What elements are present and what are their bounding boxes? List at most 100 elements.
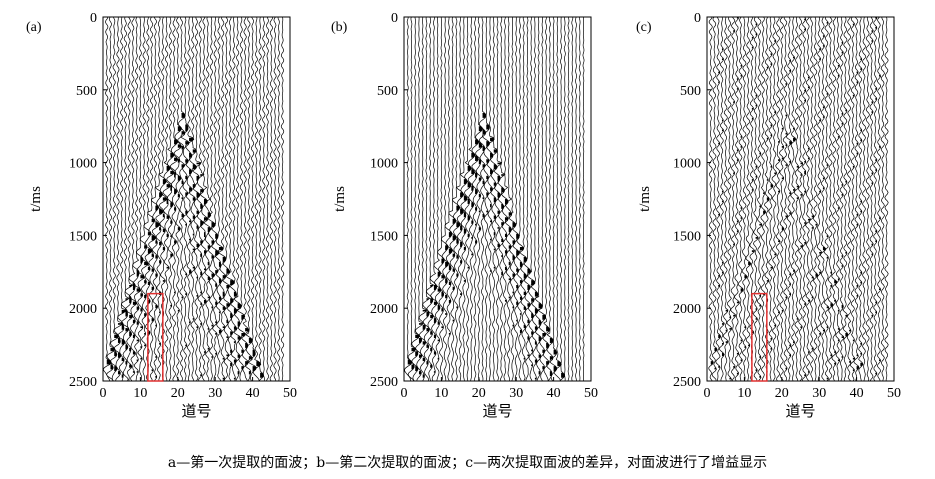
trace-fill [411, 347, 416, 352]
trace-fill [553, 349, 557, 355]
trace-fill [871, 243, 874, 246]
trace-fill [822, 329, 825, 332]
trace-45 [269, 17, 273, 381]
trace-fill [770, 165, 773, 168]
y-tick-label: 0 [391, 11, 398, 26]
trace-44 [567, 17, 570, 381]
trace-fill [460, 208, 464, 214]
trace-fill [159, 311, 161, 314]
trace-fill [781, 146, 784, 148]
trace-fill [837, 74, 840, 77]
trace-fill [523, 324, 526, 329]
plot-frame [706, 16, 895, 382]
trace-fill [136, 371, 139, 373]
trace-fill [463, 246, 466, 251]
trace-fill [830, 271, 832, 274]
trace-fill [523, 291, 526, 295]
trace-fill [200, 253, 202, 257]
trace-fill [744, 275, 748, 279]
trace-fill [490, 203, 492, 208]
trace-fill [740, 207, 743, 209]
trace-fill [721, 200, 724, 203]
trace-fill [140, 326, 143, 329]
trace-fill [456, 222, 460, 228]
trace-fill [200, 303, 203, 305]
trace-fill [207, 347, 210, 350]
trace-fill [490, 270, 492, 272]
trace-fill [811, 227, 814, 229]
trace-fill [804, 170, 806, 175]
trace-fill [170, 304, 172, 307]
x-tick-label: 0 [704, 386, 711, 401]
trace-fill [433, 285, 437, 290]
trace-fill [136, 321, 139, 325]
trace-fill [860, 200, 862, 203]
trace-fill [763, 192, 765, 195]
trace-fill [211, 306, 213, 309]
trace-48 [884, 17, 889, 381]
trace-fill [845, 180, 847, 183]
trace-7 [730, 17, 736, 381]
trace-fill [185, 223, 187, 226]
trace-fill [819, 119, 821, 122]
y-tick-label: 1500 [69, 229, 97, 244]
trace-fill [203, 268, 206, 271]
trace-fill [751, 46, 754, 49]
trace-34 [831, 17, 838, 381]
trace-fill [845, 314, 848, 317]
trace-fill [721, 129, 724, 132]
trace-fill [170, 235, 172, 238]
trace-fill [140, 308, 143, 312]
trace-fill [781, 157, 784, 160]
trace-fill [166, 215, 170, 219]
trace-fill [830, 354, 833, 357]
trace-fill [248, 356, 253, 360]
trace-9 [737, 17, 744, 381]
trace-fill [774, 324, 776, 327]
trace-fill [755, 94, 758, 97]
trace-fill [433, 334, 436, 338]
trace-fill [785, 132, 788, 135]
trace-fill [815, 273, 818, 277]
trace-fill [504, 299, 507, 302]
wiggle-traces [103, 17, 285, 381]
trace-39 [850, 17, 856, 381]
trace-fill [140, 293, 143, 297]
trace-fill [718, 142, 720, 145]
trace-fill [155, 222, 160, 228]
trace-fill [136, 339, 140, 342]
trace-fill [445, 245, 449, 251]
trace-34 [225, 17, 235, 381]
trace-fill [478, 177, 482, 181]
trace-26 [196, 17, 205, 381]
trace-20 [475, 17, 483, 381]
trace-47 [880, 17, 885, 381]
trace-fill [211, 324, 214, 327]
trace-fill [826, 326, 829, 329]
trace-fill [841, 265, 844, 267]
trace-fill [170, 170, 175, 175]
trace-fill [800, 245, 803, 247]
trace-fill [841, 356, 843, 358]
trace-fill [789, 192, 791, 195]
trace-17 [767, 17, 774, 381]
trace-fill [718, 71, 720, 74]
trace-fill [170, 253, 173, 257]
trace-fill [490, 220, 492, 223]
wiggle-traces [404, 17, 585, 381]
trace-fill [733, 101, 735, 104]
trace-27 [501, 17, 509, 381]
trace-fill [159, 342, 161, 345]
trace-fill [467, 182, 471, 188]
trace-fill [222, 377, 225, 380]
trace-fill [512, 306, 514, 309]
trace-fill [430, 347, 433, 352]
trace-fill [159, 208, 164, 214]
trace-fill [789, 141, 792, 145]
trace-fill [789, 212, 792, 214]
y-tick-label: 1000 [370, 157, 398, 172]
trace-fill [448, 248, 453, 254]
trace-fill [804, 242, 807, 244]
trace-fill [437, 288, 441, 292]
trace-fill [174, 172, 176, 178]
